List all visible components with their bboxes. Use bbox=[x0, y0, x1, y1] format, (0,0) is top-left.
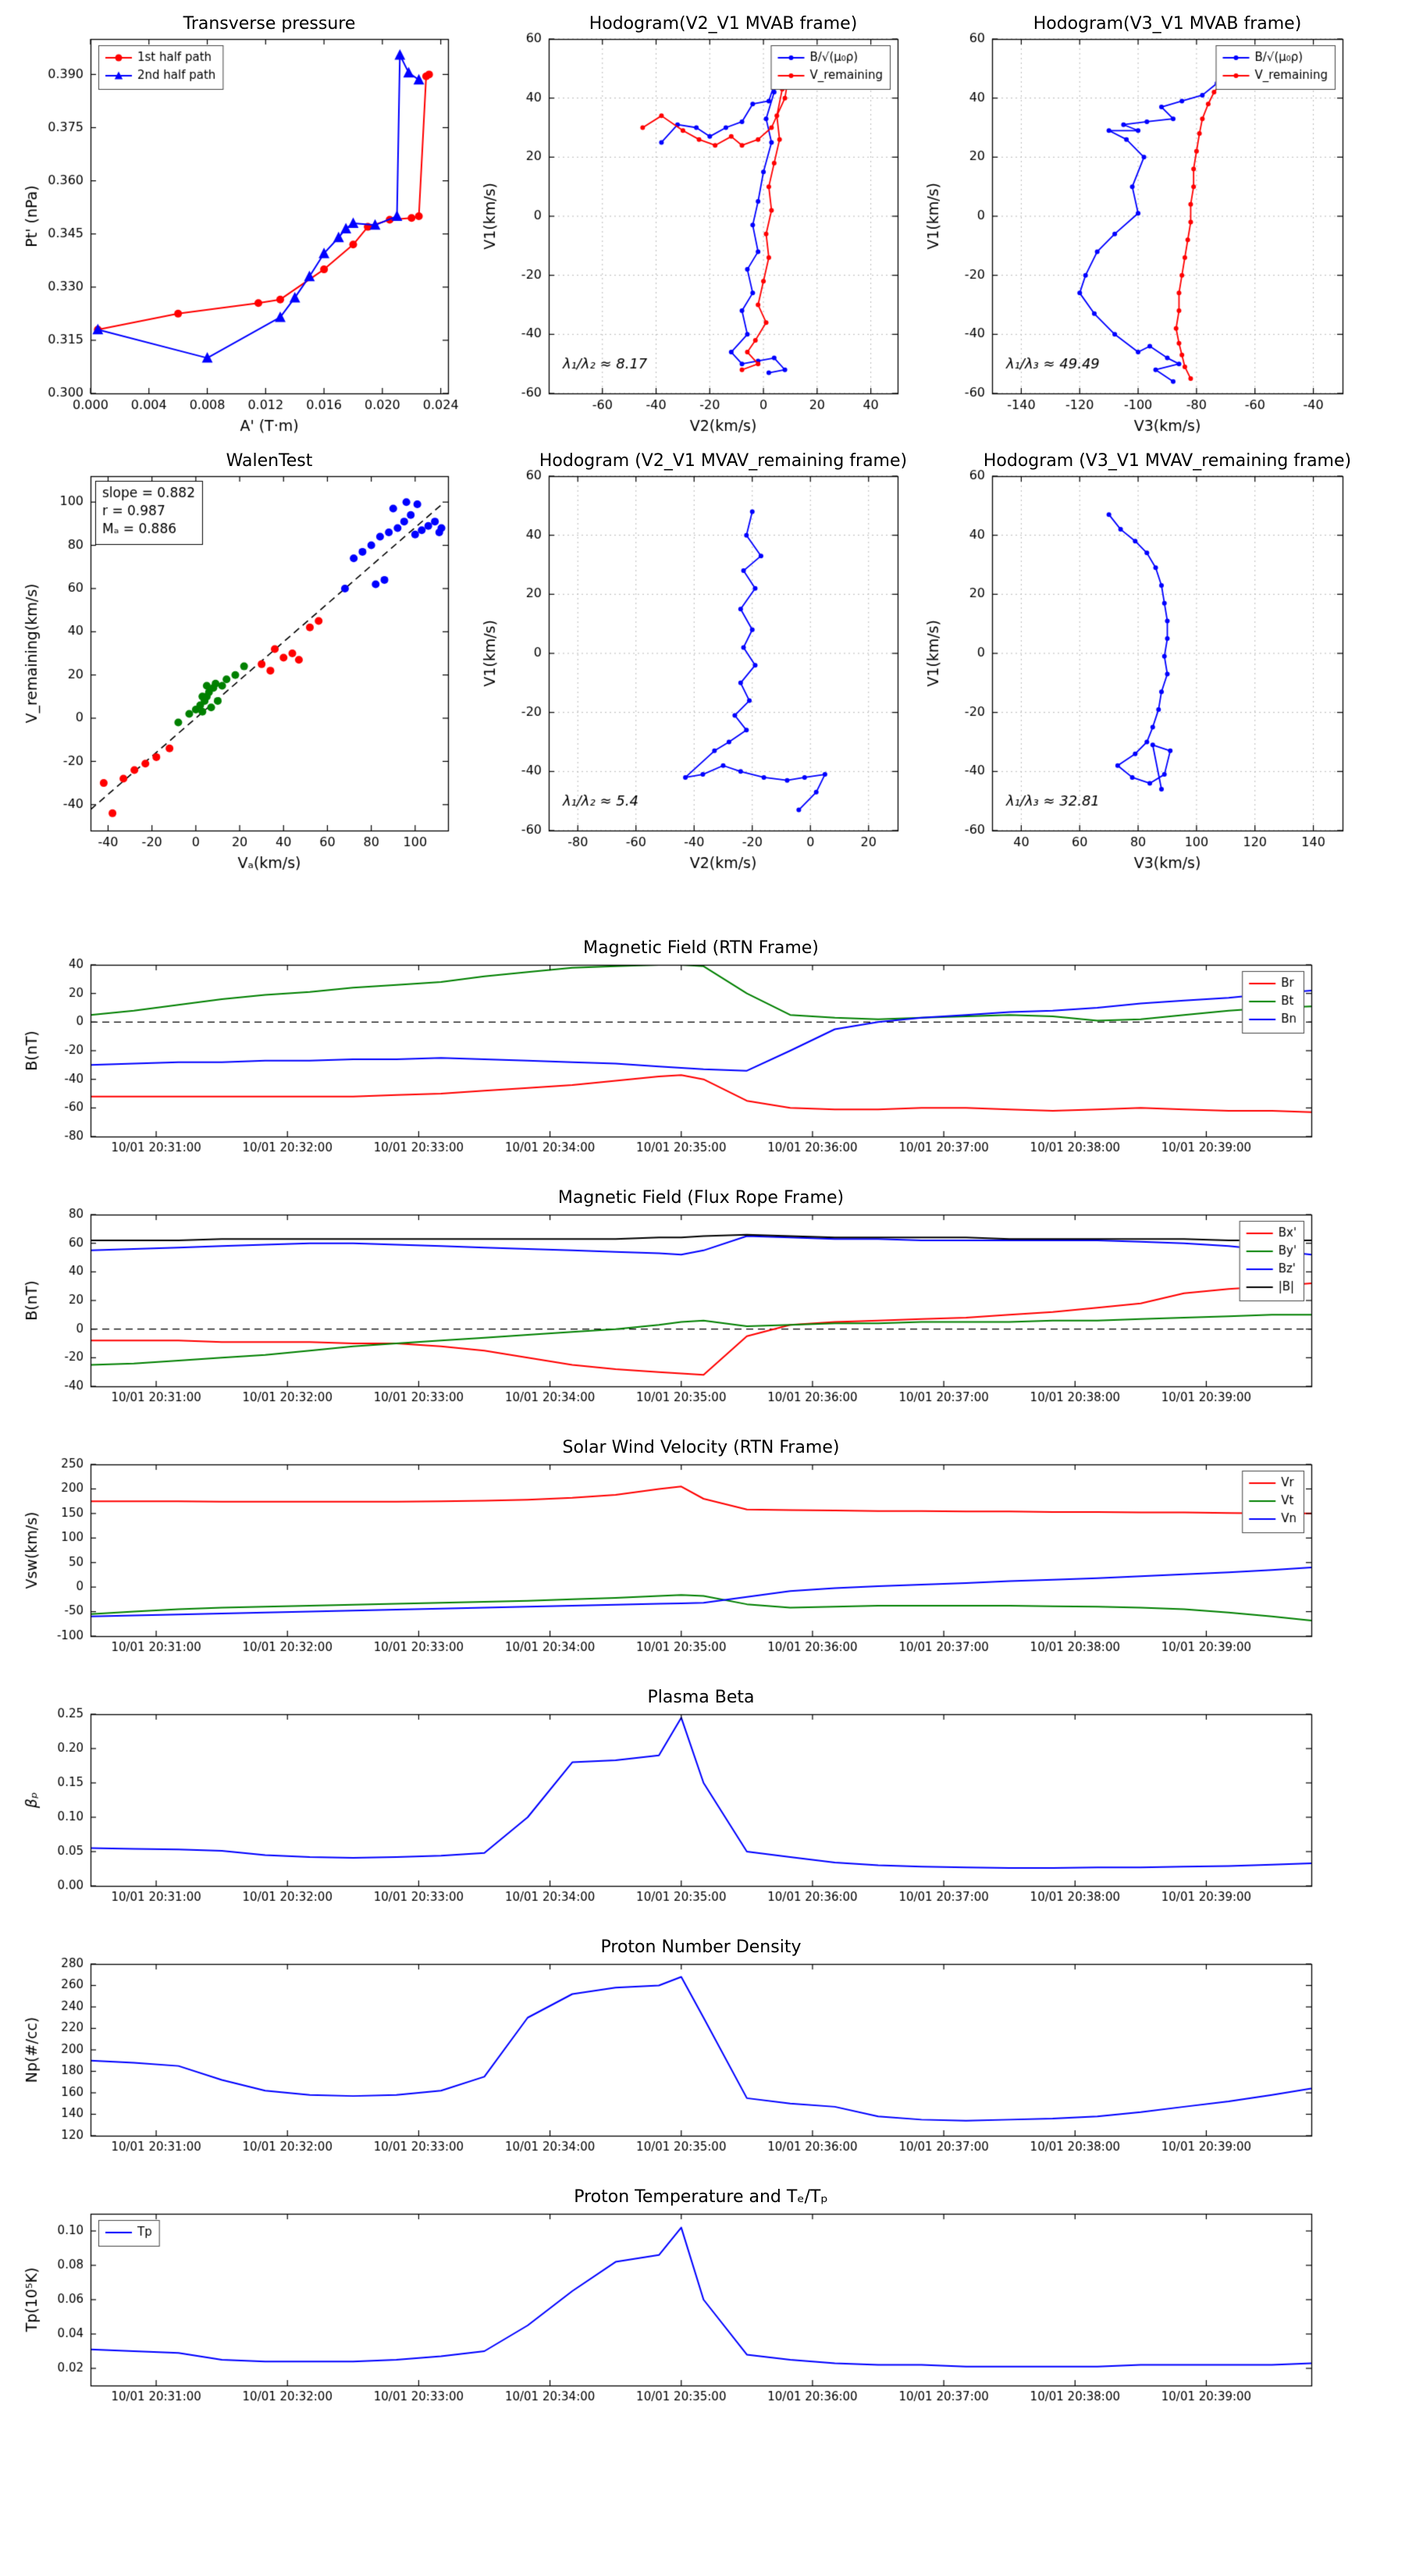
transverse-pressure-chart bbox=[12, 8, 465, 442]
hodogram-v2v1-mvab-chart bbox=[471, 8, 913, 442]
hodogram-v3v1-mvav-chart bbox=[914, 445, 1358, 879]
title-hodogram-v3v1-mvab: Hodogram(V3_V1 MVAB frame) bbox=[1033, 14, 1302, 34]
title-solar-wind-velocity: Solar Wind Velocity (RTN Frame) bbox=[562, 1438, 840, 1457]
magnetic-field-rtn-chart bbox=[12, 932, 1327, 1176]
title-hodogram-v2v1-mvav: Hodogram (V2_V1 MVAV_remaining frame) bbox=[539, 451, 908, 471]
hodogram-v2v1-mvav-chart bbox=[471, 445, 913, 879]
walen-test-chart bbox=[12, 445, 465, 879]
title-plasma-beta: Plasma Beta bbox=[647, 1688, 755, 1707]
title-magnetic-field-fluxrope: Magnetic Field (Flux Rope Frame) bbox=[557, 1188, 845, 1208]
title-magnetic-field-rtn: Magnetic Field (RTN Frame) bbox=[583, 938, 819, 958]
plasma-beta-chart bbox=[12, 1681, 1327, 1925]
title-walen-test: WalenTest bbox=[226, 451, 313, 471]
magnetic-field-fluxrope-chart bbox=[12, 1182, 1327, 1425]
title-transverse-pressure: Transverse pressure bbox=[183, 14, 356, 34]
title-hodogram-v3v1-mvav: Hodogram (V3_V1 MVAV_remaining frame) bbox=[983, 451, 1352, 471]
title-proton-temperature: Proton Temperature and Tₑ/Tₚ bbox=[574, 2187, 828, 2207]
proton-temperature-chart bbox=[12, 2181, 1327, 2425]
proton-number-density-chart bbox=[12, 1931, 1327, 2175]
title-proton-number-density: Proton Number Density bbox=[600, 1937, 802, 1957]
title-hodogram-v2v1-mvab: Hodogram(V2_V1 MVAB frame) bbox=[589, 14, 858, 34]
hodogram-v3v1-mvab-chart bbox=[914, 8, 1358, 442]
solar-wind-velocity-chart bbox=[12, 1432, 1327, 1675]
